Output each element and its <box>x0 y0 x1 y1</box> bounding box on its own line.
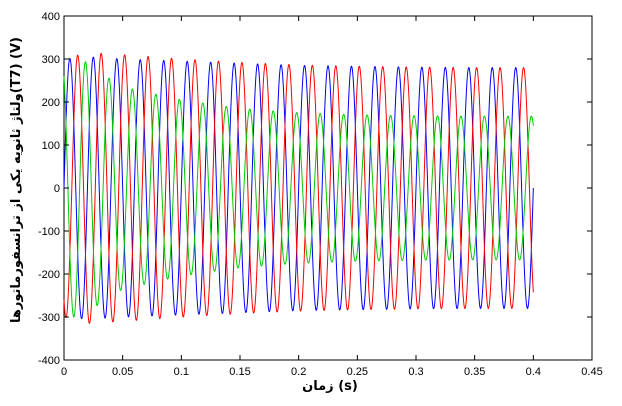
y-ticks: -400 -300 -200 -100 0 100 200 300 400 <box>38 11 592 367</box>
x-axis-label: زمان (s) <box>302 379 358 394</box>
x-tick-label: 0.3 <box>408 366 423 378</box>
y-tick-label: 400 <box>42 11 60 23</box>
y-tick-label: 300 <box>42 54 60 66</box>
series-line-1 <box>63 56 534 320</box>
y-axis-label: ولتاژ ثانويه يکی از ترانسفورماتورها(T7) … <box>9 37 24 323</box>
x-tick-label: 0.35 <box>464 366 485 378</box>
y-tick-label: 200 <box>42 97 60 109</box>
x-ticks: 0 0.05 0.1 0.15 0.2 0.25 0.3 0.35 0.4 0.45 <box>61 16 603 378</box>
plot-area <box>63 15 593 361</box>
x-tick-label: 0.45 <box>581 366 602 378</box>
x-tick-label: 0 <box>61 366 67 378</box>
x-tick-label: 0.05 <box>112 366 133 378</box>
series-line-2 <box>63 52 534 324</box>
y-tick-label: -400 <box>38 355 60 367</box>
x-tick-label: 0.15 <box>229 366 250 378</box>
x-tick-label: 0.1 <box>174 366 189 378</box>
series-line-3 <box>63 61 534 318</box>
x-tick-label: 0.2 <box>291 366 306 378</box>
y-tick-label: 100 <box>42 140 60 152</box>
y-tick-label: -100 <box>38 226 60 238</box>
x-tick-label: 0.25 <box>347 366 368 378</box>
y-tick-label: 0 <box>54 183 60 195</box>
x-tick-label: 0.4 <box>526 366 541 378</box>
series-layer <box>63 52 534 324</box>
y-tick-label: -300 <box>38 312 60 324</box>
y-tick-label: -200 <box>38 269 60 281</box>
